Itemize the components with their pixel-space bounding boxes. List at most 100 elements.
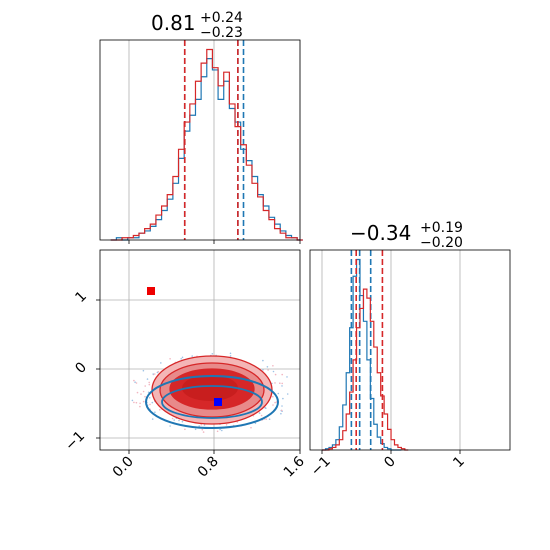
sample-point — [180, 358, 182, 360]
sample-point — [201, 428, 204, 431]
sample-point — [203, 424, 206, 426]
blue-contour-inner — [161, 385, 263, 419]
sample-point — [272, 395, 274, 398]
sample-point — [202, 431, 205, 433]
sample-point — [154, 411, 156, 414]
truth-marker-blue — [214, 398, 222, 406]
sample-point — [133, 379, 135, 382]
y-tick-label: 0 — [72, 359, 90, 377]
sample-point — [133, 401, 135, 404]
sample-point — [131, 399, 134, 402]
x-tick-label: −1 — [308, 454, 334, 480]
sample-point — [139, 402, 141, 405]
title-bottom-right: −0.34 +0.19 −0.20 — [350, 220, 463, 251]
sample-point — [286, 393, 289, 395]
sample-point — [148, 381, 150, 384]
sample-point — [262, 359, 264, 362]
title-top-left: 0.81 +0.24 −0.23 — [151, 10, 243, 41]
sample-point — [281, 373, 284, 376]
sample-point — [198, 425, 200, 427]
sample-point — [221, 429, 223, 432]
sample-point — [200, 423, 202, 426]
x-tick-label: 1 — [450, 454, 468, 472]
histogram-series-1 — [322, 288, 409, 451]
sample-point — [151, 401, 154, 404]
sample-point — [281, 382, 284, 385]
blue-contour-outer — [145, 375, 279, 429]
sample-point — [281, 385, 283, 387]
sample-point — [229, 352, 232, 355]
sample-point — [267, 369, 269, 371]
sample-point — [219, 428, 221, 431]
title-bottom-right-plus: +0.19 — [420, 220, 463, 236]
panel-bottom-left-contour — [96, 249, 301, 454]
title-top-left-minus: −0.23 — [200, 25, 243, 41]
sample-point — [136, 391, 139, 394]
sample-point — [266, 366, 269, 368]
sample-point — [142, 369, 145, 372]
sample-point — [265, 407, 267, 410]
truth-marker-red — [147, 287, 155, 295]
sample-point — [171, 417, 174, 420]
sample-point — [149, 403, 151, 406]
sample-point — [286, 376, 288, 378]
sample-point — [144, 385, 146, 387]
sample-point — [272, 370, 275, 373]
sample-point — [282, 397, 284, 400]
sample-point — [178, 419, 180, 422]
sample-point — [274, 382, 276, 384]
axis-frame — [99, 39, 301, 241]
sample-point — [169, 425, 171, 427]
y-tick-label: 1 — [72, 288, 90, 306]
sample-point — [148, 383, 151, 386]
red-contour-core — [182, 375, 238, 401]
x-tick-label: 0.0 — [110, 454, 137, 481]
sample-point — [265, 418, 268, 420]
sample-point — [184, 428, 186, 431]
histogram-series-1 — [110, 48, 303, 241]
sample-point — [140, 393, 142, 395]
sample-point — [194, 428, 197, 431]
sample-point — [229, 355, 232, 357]
sample-point — [274, 401, 276, 404]
x-tick-label: 1.6 — [281, 453, 308, 480]
sample-point — [279, 382, 281, 385]
sample-point — [254, 422, 257, 425]
sample-point — [134, 381, 136, 384]
sample-point — [146, 378, 149, 380]
sample-point — [148, 397, 151, 399]
sample-point — [250, 426, 252, 429]
sample-point — [142, 390, 145, 393]
title-bottom-right-value: −0.34 — [350, 221, 411, 245]
sample-point — [181, 420, 184, 423]
sample-point — [262, 369, 264, 371]
sample-point — [258, 412, 261, 414]
sample-point — [225, 424, 228, 426]
sample-point — [280, 412, 282, 415]
sample-point — [191, 355, 193, 357]
sample-point — [274, 373, 277, 376]
sample-point — [154, 373, 156, 375]
histogram-series-0 — [110, 57, 303, 241]
sample-point — [281, 405, 283, 407]
sample-point — [272, 404, 274, 406]
title-top-left-value: 0.81 — [151, 11, 196, 35]
sample-point — [156, 371, 159, 374]
axis-frame — [309, 249, 511, 451]
panel-bottom-right-histogram — [309, 249, 511, 454]
x-tick-label: 0.8 — [195, 454, 222, 481]
sample-point — [181, 356, 184, 359]
sample-point — [135, 401, 138, 404]
sample-point — [280, 409, 283, 412]
sample-point — [139, 405, 141, 408]
sample-point — [173, 419, 175, 421]
sample-point — [211, 353, 214, 355]
sample-point — [159, 409, 161, 411]
sample-point — [160, 362, 162, 364]
sample-point — [144, 395, 146, 398]
sample-point — [152, 373, 154, 375]
sample-point — [142, 400, 145, 403]
axis-frame — [99, 249, 301, 451]
title-bottom-right-minus: −0.20 — [420, 235, 463, 251]
